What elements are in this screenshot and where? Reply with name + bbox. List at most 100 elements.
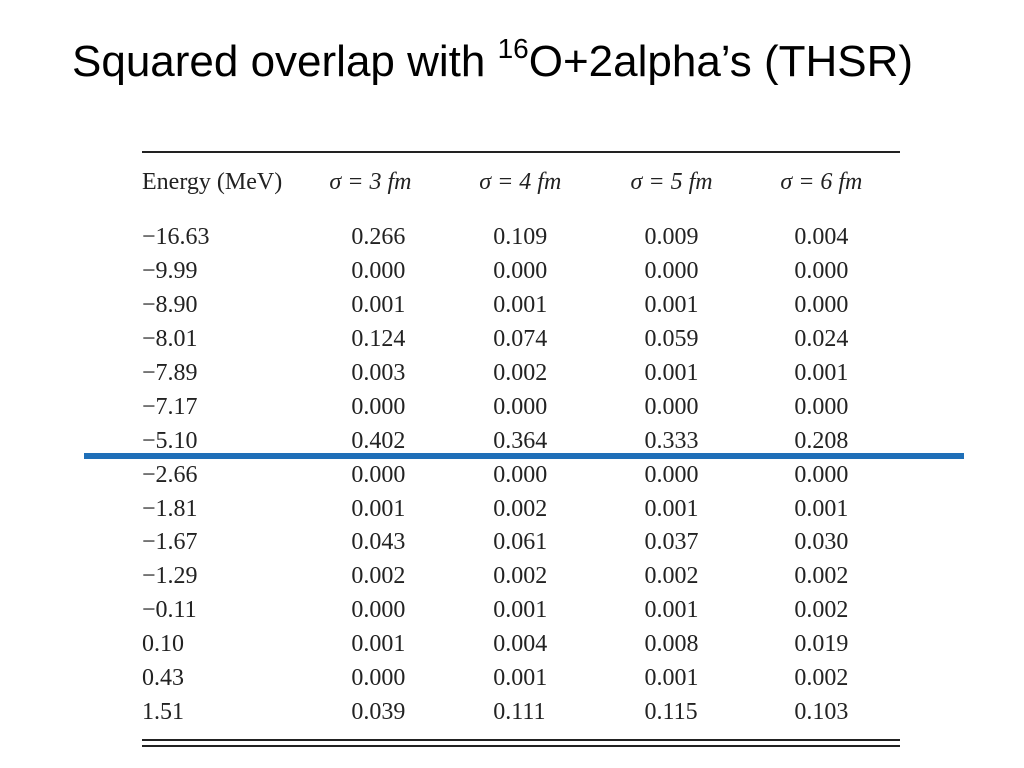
cell-sigma-3: 0.124	[351, 326, 406, 353]
cell-sigma-6: 0.000	[794, 258, 849, 285]
cell-sigma-4: 0.001	[493, 665, 548, 692]
cell-sigma-3: 0.000	[351, 665, 406, 692]
table-row: −8.01 0.124 0.074 0.059 0.024	[142, 323, 900, 357]
cell-energy: 1.51	[142, 698, 184, 725]
cell-sigma-6: 0.000	[794, 461, 849, 488]
cell-sigma-5: 0.002	[644, 563, 699, 590]
cell-energy: −7.17	[142, 393, 198, 420]
header-sigma-3: σ = 3 fm	[329, 168, 412, 195]
cell-sigma-5: 0.037	[644, 529, 699, 556]
table-row: −8.90 0.001 0.001 0.001 0.000	[142, 289, 900, 323]
cell-sigma-3: 0.001	[351, 631, 406, 658]
table-body: −16.63 0.266 0.109 0.009 0.004 −9.99 0.000 0.00…	[142, 211, 900, 729]
table-row: −16.63 0.266 0.109 0.009 0.004	[142, 211, 900, 255]
cell-sigma-5: 0.008	[644, 631, 699, 658]
cell-sigma-4: 0.002	[493, 563, 548, 590]
table-header-row: Energy (MeV) σ = 3 fm σ = 4 fm σ = 5 fm …	[142, 153, 900, 211]
cell-energy: −0.11	[142, 597, 197, 624]
cell-sigma-3: 0.000	[351, 393, 406, 420]
cell-sigma-4: 0.001	[493, 597, 548, 624]
header-energy: Energy (MeV)	[142, 168, 283, 195]
cell-sigma-6: 0.024	[794, 326, 849, 353]
title-superscript: 16	[497, 33, 529, 65]
cell-sigma-5: 0.001	[644, 360, 699, 386]
table-bottom-rule	[142, 739, 900, 742]
cell-sigma-4: 0.061	[493, 529, 548, 556]
cell-sigma-3: 0.266	[351, 224, 406, 251]
cell-sigma-6: 0.002	[794, 597, 849, 624]
cell-energy: −16.63	[142, 224, 210, 251]
cell-sigma-5: 0.000	[644, 258, 699, 285]
table-row: −7.17 0.000 0.000 0.000 0.000	[142, 390, 900, 424]
cell-energy: −7.89	[142, 360, 198, 386]
table-row: −2.66 0.000 0.000 0.000 0.000	[142, 458, 900, 492]
cell-sigma-3: 0.002	[351, 563, 406, 590]
highlight-line	[84, 453, 964, 459]
table-row: −1.81 0.001 0.002 0.001 0.001	[142, 492, 900, 526]
cell-sigma-6: 0.004	[794, 224, 849, 251]
cell-sigma-6: 0.002	[794, 665, 849, 692]
cell-sigma-3: 0.039	[351, 698, 406, 725]
cell-sigma-6: 0.000	[794, 393, 849, 420]
overlap-table-container: Energy (MeV) σ = 3 fm σ = 4 fm σ = 5 fm …	[142, 151, 900, 748]
cell-energy: 0.43	[142, 665, 184, 692]
cell-sigma-5: 0.001	[644, 292, 699, 319]
overlap-table: Energy (MeV) σ = 3 fm σ = 4 fm σ = 5 fm …	[142, 153, 900, 729]
cell-sigma-4: 0.000	[493, 258, 548, 285]
table-row: 0.10 0.001 0.004 0.008 0.019	[142, 628, 900, 662]
header-sigma-5: σ = 5 fm	[630, 168, 713, 195]
header-sigma-4: σ = 4 fm	[479, 168, 562, 195]
table-row: −1.29 0.002 0.002 0.002 0.002	[142, 560, 900, 594]
cell-sigma-6: 0.001	[794, 495, 849, 522]
cell-sigma-4: 0.002	[493, 495, 548, 522]
table-row: −5.10 0.402 0.364 0.333 0.208	[142, 424, 900, 458]
cell-sigma-4: 0.002	[493, 360, 548, 386]
cell-energy: −2.66	[142, 461, 198, 488]
cell-sigma-3: 0.402	[351, 427, 406, 454]
cell-energy: −1.29	[142, 563, 198, 590]
table-row: −0.11 0.000 0.001 0.001 0.002	[142, 594, 900, 628]
table-row: −9.99 0.000 0.000 0.000 0.000	[142, 255, 900, 289]
cell-energy: −8.90	[142, 292, 198, 319]
cell-sigma-5: 0.333	[644, 427, 699, 454]
cell-sigma-6: 0.030	[794, 529, 849, 556]
cell-sigma-5: 0.000	[644, 461, 699, 488]
cell-energy: −1.81	[142, 495, 198, 522]
table-bottom-rule-double	[142, 745, 900, 748]
cell-energy: −5.10	[142, 427, 198, 454]
table-row: −1.67 0.043 0.061 0.037 0.030	[142, 526, 900, 560]
cell-sigma-6: 0.002	[794, 563, 849, 590]
cell-energy: −9.99	[142, 258, 198, 285]
cell-sigma-5: 0.000	[644, 393, 699, 420]
cell-sigma-4: 0.109	[493, 224, 548, 251]
cell-sigma-4: 0.111	[493, 698, 546, 725]
cell-sigma-4: 0.001	[493, 292, 548, 319]
cell-sigma-4: 0.004	[493, 631, 548, 658]
cell-sigma-5: 0.001	[644, 665, 699, 692]
cell-sigma-6: 0.208	[794, 427, 849, 454]
cell-sigma-3: 0.000	[351, 461, 406, 488]
slide-title: Squared overlap with 16O+2alpha’s (THSR)	[72, 33, 914, 89]
table-row: 0.43 0.000 0.001 0.001 0.002	[142, 662, 900, 696]
cell-sigma-3: 0.001	[351, 495, 406, 522]
cell-energy: −1.67	[142, 529, 198, 556]
cell-sigma-6: 0.103	[794, 698, 849, 725]
cell-sigma-6: 0.000	[794, 292, 849, 319]
header-sigma-6: σ = 6 fm	[780, 168, 863, 195]
cell-sigma-4: 0.000	[493, 461, 548, 488]
cell-sigma-6: 0.019	[794, 631, 849, 658]
cell-sigma-5: 0.001	[644, 597, 699, 624]
table-row: −7.89 0.003 0.002 0.001 0.001	[142, 357, 900, 391]
cell-sigma-3: 0.000	[351, 258, 406, 285]
title-prefix: Squared overlap with	[72, 37, 498, 86]
cell-energy: 0.10	[142, 631, 184, 658]
cell-sigma-5: 0.001	[644, 495, 699, 522]
title-suffix: O+2alpha’s (THSR)	[528, 37, 914, 86]
cell-sigma-4: 0.364	[493, 427, 548, 454]
cell-sigma-6: 0.001	[794, 360, 849, 386]
cell-sigma-5: 0.115	[644, 698, 698, 725]
cell-sigma-3: 0.003	[351, 360, 406, 386]
cell-energy: −8.01	[142, 326, 198, 353]
cell-sigma-5: 0.009	[644, 224, 699, 251]
